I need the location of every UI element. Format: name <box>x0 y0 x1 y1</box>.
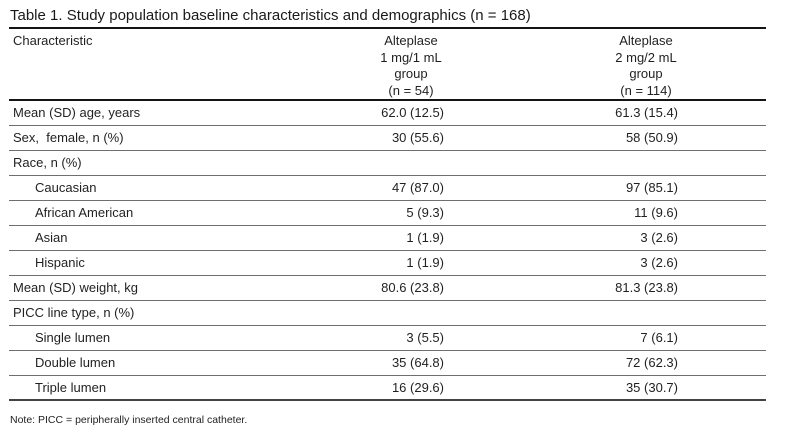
row-value-group2: 81.3 (23.8) <box>615 280 678 295</box>
row-value-group2: 7 (6.1) <box>640 330 678 345</box>
table-row-double-lumen: Double lumen 35 (64.8) 72 (62.3) <box>9 350 766 375</box>
table-row-triple-lumen: Triple lumen 16 (29.6) 35 (30.7) <box>9 375 766 400</box>
table-header-row: Characteristic Alteplase 1 mg/1 mL group… <box>9 28 766 100</box>
row-value-group1: 47 (87.0) <box>391 180 444 195</box>
row-value-group1: 62.0 (12.5) <box>381 105 444 121</box>
row-label: Asian <box>35 230 68 245</box>
row-label: Triple lumen <box>35 379 107 395</box>
baseline-characteristics-table: Characteristic Alteplase 1 mg/1 mL group… <box>9 27 766 401</box>
row-value-group2 <box>526 300 766 325</box>
row-label: Single lumen <box>35 330 111 345</box>
column-header-alteplase-2mg: Alteplase 2 mg/2 mL group (n = 114) <box>615 33 677 98</box>
row-label: African American <box>35 205 134 220</box>
column-header-alteplase-1mg: Alteplase 1 mg/1 mL group (n = 54) <box>380 33 442 98</box>
section-label: Race, n (%) <box>13 155 82 170</box>
table-row-hispanic: Hispanic 1 (1.9) 3 (2.6) <box>9 250 766 275</box>
row-value-group2: 3 (2.6) <box>640 255 678 270</box>
table-footnote: Note: PICC = peripherally inserted centr… <box>10 414 248 426</box>
row-value-group1: 80.6 (23.8) <box>381 280 444 295</box>
row-label: Mean (SD) age, years <box>13 105 141 121</box>
row-value-group2: 3 (2.6) <box>640 230 678 245</box>
row-value-group2: 61.3 (15.4) <box>615 105 678 121</box>
table-row-african-american: African American 5 (9.3) 11 (9.6) <box>9 200 766 225</box>
row-value-group2: 97 (85.1) <box>625 180 678 195</box>
table-row-picc-section: PICC line type, n (%) <box>9 300 766 325</box>
row-value-group2: 58 (50.9) <box>625 130 678 145</box>
row-value-group1: 30 (55.6) <box>391 130 444 145</box>
row-value-group1: 1 (1.9) <box>406 255 444 270</box>
table-row-asian: Asian 1 (1.9) 3 (2.6) <box>9 225 766 250</box>
table-row-race-section: Race, n (%) <box>9 150 766 175</box>
row-label: Hispanic <box>35 255 85 270</box>
row-value-group2 <box>526 150 766 175</box>
table-row-caucasian: Caucasian 47 (87.0) 97 (85.1) <box>9 175 766 200</box>
table-row-sex: Sex, female, n (%) 30 (55.6) 58 (50.9) <box>9 125 766 150</box>
row-value-group1: 5 (9.3) <box>406 205 444 220</box>
table-row-weight: Mean (SD) weight, kg 80.6 (23.8) 81.3 (2… <box>9 275 766 300</box>
row-value-group2: 35 (30.7) <box>625 379 678 395</box>
row-value-group1: 1 (1.9) <box>406 230 444 245</box>
row-value-group1 <box>296 300 526 325</box>
row-value-group2: 72 (62.3) <box>625 355 678 370</box>
row-label: Caucasian <box>35 180 97 195</box>
table-title: Table 1. Study population baseline chara… <box>10 7 531 24</box>
row-value-group1 <box>296 150 526 175</box>
row-value-group1: 16 (29.6) <box>391 379 444 395</box>
row-label: Sex, female, n (%) <box>13 130 124 145</box>
row-label: Mean (SD) weight, kg <box>13 280 138 295</box>
row-value-group1: 35 (64.8) <box>391 355 444 370</box>
section-label: PICC line type, n (%) <box>13 305 135 320</box>
row-label: Double lumen <box>35 355 116 370</box>
table-row-age: Mean (SD) age, years 62.0 (12.5) 61.3 (1… <box>9 100 766 125</box>
column-header-characteristic: Characteristic <box>13 33 93 48</box>
row-value-group1: 3 (5.5) <box>406 330 444 345</box>
row-value-group2: 11 (9.6) <box>634 205 678 220</box>
table-row-single-lumen: Single lumen 3 (5.5) 7 (6.1) <box>9 325 766 350</box>
